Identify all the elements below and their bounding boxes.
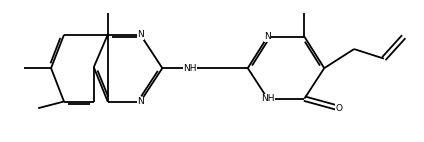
Text: N: N (137, 97, 144, 106)
Text: N: N (137, 30, 144, 39)
Text: NH: NH (261, 94, 274, 103)
Text: N: N (264, 32, 271, 41)
Text: NH: NH (184, 64, 197, 73)
Text: O: O (336, 104, 343, 113)
